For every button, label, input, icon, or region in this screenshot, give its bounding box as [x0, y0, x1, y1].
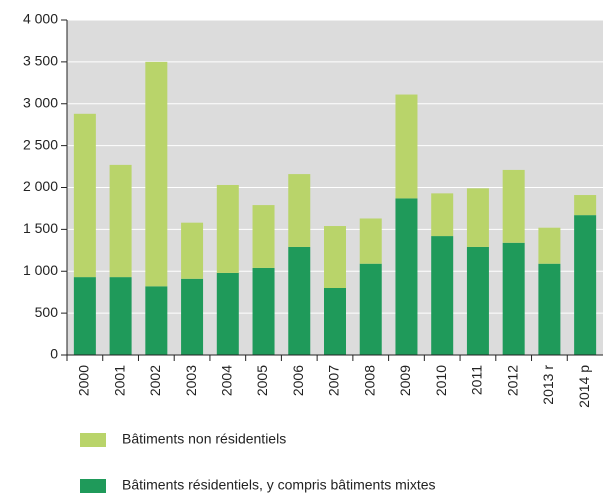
x-tick-label: 2003 [183, 365, 199, 396]
y-tick-label: 0 [50, 346, 58, 362]
bar-segment [538, 227, 561, 264]
x-tick-label: 2009 [397, 365, 413, 396]
x-tick-label: 2002 [147, 365, 163, 396]
bar-segment [502, 242, 525, 355]
bar-segment [466, 188, 489, 247]
legend-label: Bâtiments résidentiels, y compris bâtime… [122, 477, 436, 493]
bar-segment [288, 174, 311, 247]
x-tick-label: 2000 [76, 365, 92, 396]
bar-segment [324, 226, 346, 288]
bar-segment [73, 113, 96, 278]
y-tick-label: 1 500 [23, 220, 58, 236]
x-tick-label: 2004 [219, 365, 235, 396]
y-tick-label: 1 000 [23, 262, 58, 278]
bar-segment [324, 288, 346, 355]
bar-segment [431, 193, 454, 237]
bar-segment [216, 184, 239, 273]
bar-segment [466, 246, 489, 355]
bar-segment [359, 218, 382, 264]
x-tick-label: 2014 p [576, 365, 592, 408]
bar-segment [431, 236, 454, 355]
x-tick-label: 2006 [290, 365, 306, 396]
bar-segment [538, 263, 561, 355]
bar-segment [395, 198, 418, 355]
bar-segment [359, 263, 382, 355]
legend-swatch [80, 479, 106, 493]
bar-segment [288, 246, 311, 355]
bar-segment [145, 61, 168, 287]
x-tick-label: 2010 [433, 365, 449, 396]
y-tick-label: 4 000 [23, 11, 58, 27]
x-tick-label: 2011 [469, 365, 485, 395]
legend-swatch [80, 433, 106, 447]
bar-segment [574, 195, 597, 216]
bar-segment [73, 277, 96, 355]
y-tick-label: 2 500 [23, 136, 58, 152]
x-tick-label: 2012 [504, 365, 520, 396]
x-tick-label: 2008 [361, 365, 377, 396]
bar-segment [216, 272, 239, 355]
bar-segment [395, 94, 418, 199]
bar-segment [502, 169, 525, 243]
bar-segment [181, 222, 204, 279]
bar-segment [574, 215, 597, 355]
bar-segment [252, 267, 275, 355]
y-tick-label: 2 000 [23, 178, 58, 194]
y-tick-label: 3 000 [23, 94, 58, 110]
x-tick-label: 2001 [111, 365, 127, 396]
bar-segment [252, 205, 275, 268]
y-tick-label: 3 500 [23, 53, 58, 69]
y-tick-label: 500 [35, 304, 59, 320]
bar-segment [181, 278, 204, 355]
bar-segment [109, 277, 132, 355]
x-tick-label: 2007 [326, 365, 342, 396]
x-tick-label: 2005 [254, 365, 270, 396]
bar-segment [145, 286, 168, 355]
bar-segment [109, 164, 132, 278]
x-tick-label: 2013 r [540, 365, 556, 405]
legend-label: Bâtiments non résidentiels [122, 431, 286, 447]
